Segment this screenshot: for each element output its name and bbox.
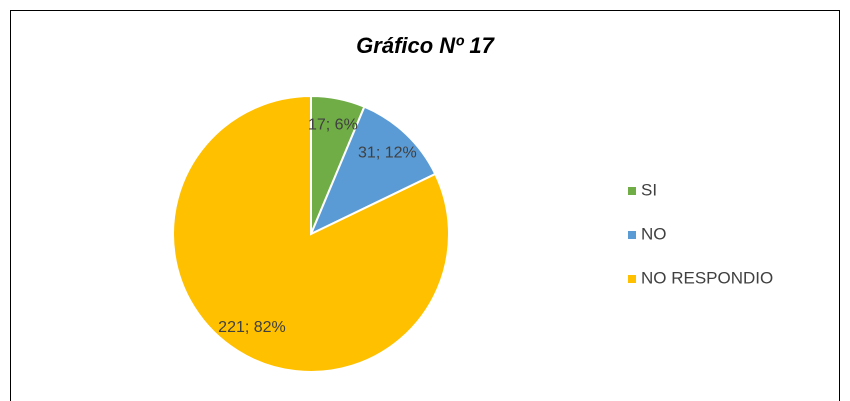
legend-swatch [628,231,636,239]
pie-slice [309,105,437,237]
legend-label: SI [641,180,657,199]
chart-title: Gráfico Nº 17 [356,33,495,58]
legend-label: NO RESPONDIO [641,268,773,287]
legend-label: NO [641,224,667,243]
legend-swatch [628,275,636,283]
legend-swatch [628,187,636,195]
data-label: 221; 82% [218,319,286,336]
data-label: 17; 6% [308,116,358,133]
data-label: 31; 12% [358,145,417,162]
pie-slice [172,94,450,373]
